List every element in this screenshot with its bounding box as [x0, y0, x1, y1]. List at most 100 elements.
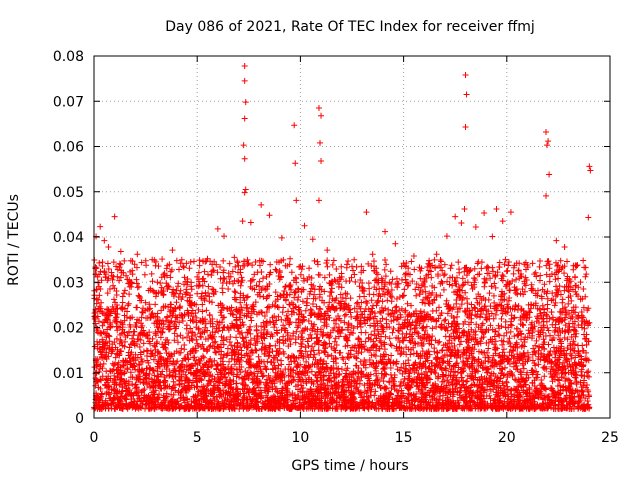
- data-point: [131, 328, 138, 335]
- data-point: [314, 334, 321, 341]
- data-point: [367, 308, 374, 315]
- data-point: [399, 337, 406, 344]
- data-point: [169, 312, 176, 319]
- data-point: [419, 325, 426, 332]
- data-point: [392, 304, 399, 311]
- data-point: [574, 342, 581, 349]
- data-point: [585, 305, 592, 312]
- data-point: [214, 362, 221, 369]
- data-point: [205, 404, 212, 411]
- data-point: [171, 337, 178, 344]
- data-point: [113, 314, 120, 321]
- data-point: [270, 393, 277, 400]
- data-point: [332, 405, 339, 412]
- data-point: [396, 383, 403, 390]
- data-point: [211, 339, 218, 346]
- data-point: [396, 307, 403, 314]
- data-point: [376, 308, 383, 315]
- data-point: [328, 378, 335, 385]
- data-point: [510, 348, 517, 355]
- data-point: [394, 347, 401, 354]
- data-point: [236, 366, 243, 373]
- data-point: [411, 369, 418, 376]
- data-point: [221, 371, 228, 378]
- data-point: [203, 307, 210, 314]
- data-point: [177, 362, 184, 369]
- data-point: [355, 365, 362, 372]
- data-point: [390, 325, 397, 332]
- data-point: [401, 376, 408, 383]
- data-point: [438, 310, 445, 317]
- data-point: [182, 371, 189, 378]
- data-point: [191, 354, 198, 361]
- data-point: [425, 348, 432, 355]
- data-point: [143, 375, 150, 382]
- data-point: [555, 332, 562, 339]
- data-point: [400, 360, 407, 367]
- data-point: [99, 308, 106, 315]
- data-point: [308, 387, 315, 394]
- data-point: [125, 391, 132, 398]
- data-point: [228, 342, 235, 349]
- data-point: [310, 392, 317, 399]
- data-point: [448, 323, 455, 330]
- data-point: [147, 314, 154, 321]
- data-point: [332, 355, 339, 362]
- data-point: [152, 352, 159, 359]
- data-point: [133, 390, 140, 397]
- data-point: [219, 314, 226, 321]
- data-point: [348, 388, 355, 395]
- data-point: [283, 387, 290, 394]
- data-point: [362, 305, 369, 312]
- data-point: [227, 377, 234, 384]
- data-point: [511, 376, 518, 383]
- data-point: [376, 345, 383, 352]
- data-point: [194, 383, 201, 390]
- data-point: [454, 308, 461, 315]
- data-point: [230, 311, 237, 318]
- data-point: [402, 307, 409, 314]
- data-point: [420, 392, 427, 399]
- data-point: [468, 348, 475, 355]
- data-point: [318, 328, 325, 335]
- data-point: [422, 327, 429, 334]
- data-point: [154, 328, 161, 335]
- data-point: [343, 337, 350, 344]
- data-point: [280, 322, 287, 329]
- data-point: [428, 385, 435, 392]
- data-point: [244, 304, 251, 311]
- data-point: [501, 398, 508, 405]
- data-point: [140, 340, 147, 347]
- data-point: [194, 378, 201, 385]
- data-point: [417, 388, 424, 395]
- data-point: [246, 340, 253, 347]
- data-point: [258, 345, 265, 352]
- data-point: [423, 323, 430, 330]
- data-point: [397, 314, 404, 321]
- data-point: [226, 358, 233, 365]
- data-point: [99, 373, 106, 380]
- data-point: [367, 322, 374, 329]
- data-point: [543, 311, 550, 318]
- data-point: [502, 324, 509, 331]
- data-point: [263, 366, 270, 373]
- data-point: [284, 354, 291, 361]
- data-point: [350, 330, 357, 337]
- data-point: [509, 372, 516, 379]
- data-point: [194, 392, 201, 399]
- data-point: [447, 352, 454, 359]
- data-point: [266, 342, 273, 349]
- data-point: [278, 316, 285, 323]
- data-point: [212, 338, 219, 345]
- data-point: [479, 320, 486, 327]
- data-point: [515, 302, 522, 309]
- data-point: [170, 369, 177, 376]
- data-point: [161, 397, 168, 404]
- data-point: [503, 329, 510, 336]
- data-point: [220, 341, 227, 348]
- data-point: [562, 322, 569, 329]
- data-point: [213, 349, 220, 356]
- data-point: [140, 380, 147, 387]
- data-point: [529, 351, 536, 358]
- data-point: [337, 393, 344, 400]
